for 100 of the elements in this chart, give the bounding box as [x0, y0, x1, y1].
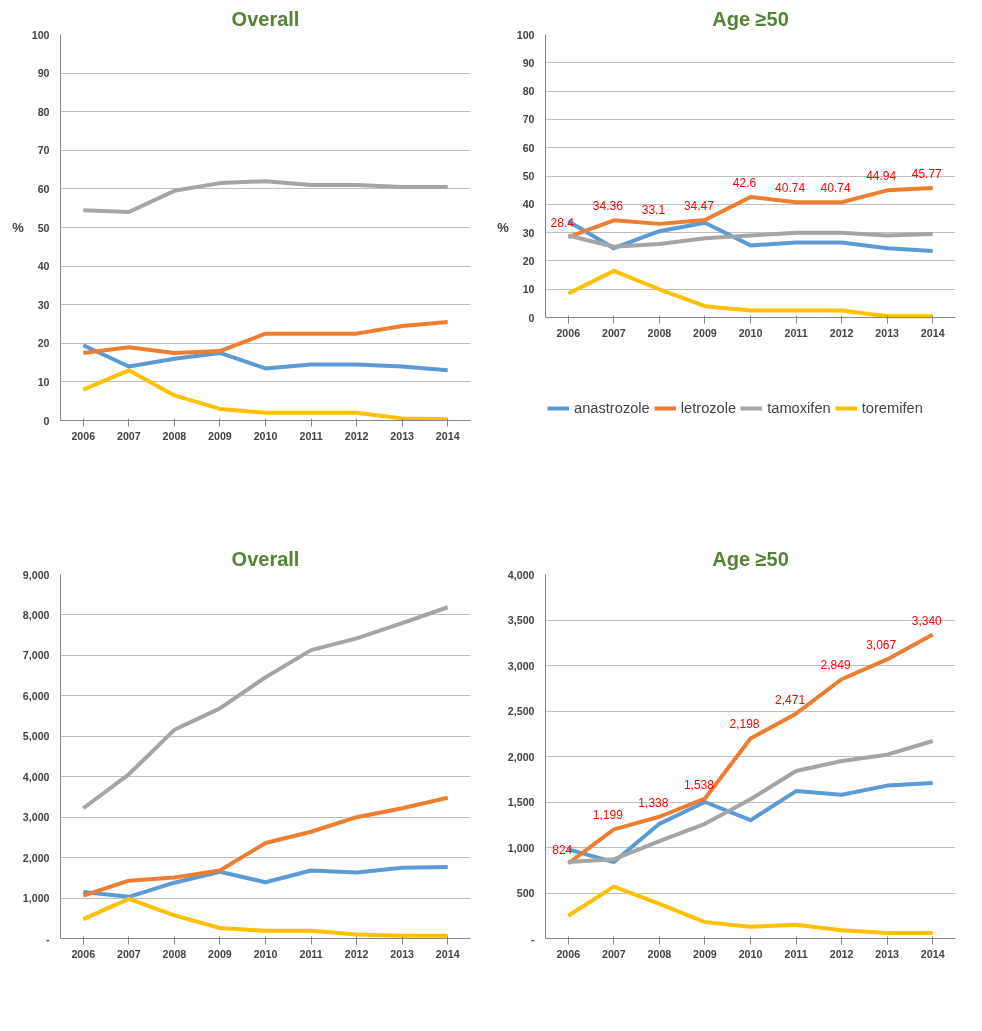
x-tick-label: 2008 — [647, 326, 672, 339]
y-tick-label: 100 — [516, 28, 535, 41]
x-tick-label: 2010 — [738, 947, 763, 960]
data-label: 2,849 — [820, 658, 851, 673]
legend-label: toremifen — [861, 400, 923, 416]
data-label: 1,199 — [592, 808, 624, 823]
y-tick-label: 20 — [37, 337, 50, 350]
data-label: 824 — [552, 842, 573, 857]
x-tick-label: 2013 — [875, 326, 900, 339]
x-tick-label: 2006 — [71, 947, 96, 960]
x-tick-label: 2008 — [162, 947, 187, 960]
x-tick-label: 2009 — [208, 429, 232, 442]
x-tick-label: 2007 — [601, 326, 626, 339]
x-tick-label: 2006 — [556, 947, 581, 960]
y-tick-label: 70 — [522, 113, 535, 126]
x-tick-label: 2013 — [875, 947, 900, 960]
data-label: 33.1 — [641, 202, 666, 217]
x-tick-label: 2014 — [920, 326, 945, 339]
data-label: 40.74 — [820, 181, 851, 196]
y-tick-label: 90 — [522, 56, 535, 69]
chart-title: Age ≥50 — [712, 547, 789, 570]
y-tick-label: 9,000 — [22, 568, 50, 581]
y-tick-label: 60 — [37, 182, 50, 195]
y-tick-label: 1,000 — [507, 841, 535, 854]
data-label: 34.36 — [592, 199, 624, 214]
y-tick-label: 4,000 — [22, 770, 50, 783]
data-label: 1,338 — [638, 795, 669, 810]
x-tick-label: 2007 — [116, 429, 141, 442]
y-tick-label: 5,000 — [22, 730, 50, 743]
legend-label: anastrozole — [574, 400, 650, 416]
y-tick-label: 80 — [522, 85, 535, 98]
y-tick-label: 30 — [37, 298, 50, 311]
data-label: 2,471 — [775, 692, 806, 707]
data-label: 3,340 — [911, 613, 943, 628]
y-tick-label: 1,000 — [22, 892, 50, 905]
y-tick-label: 7,000 — [22, 649, 50, 662]
y-tick-label: - — [530, 932, 535, 945]
x-tick-label: 2013 — [390, 947, 415, 960]
y-tick-label: 3,500 — [507, 614, 535, 626]
data-label: 44.94 — [866, 169, 897, 184]
x-tick-label: 2007 — [601, 947, 626, 960]
x-tick-label: 2010 — [253, 947, 278, 960]
data-label: 45.77 — [911, 167, 943, 182]
y-tick-label: 500 — [516, 887, 535, 899]
y-tick-label: 0 — [43, 414, 50, 427]
data-label: 40.74 — [775, 181, 806, 196]
x-tick-label: 2012 — [829, 326, 854, 339]
y-tick-label: 40 — [37, 260, 50, 273]
y-tick-label: 20 — [522, 254, 535, 267]
y-axis-title: % — [12, 220, 25, 235]
x-tick-label: 2014 — [920, 947, 945, 960]
y-tick-label: 50 — [37, 221, 50, 234]
chart-title: Age ≥50 — [712, 7, 789, 30]
x-tick-label: 2009 — [693, 947, 717, 960]
x-tick-label: 2014 — [435, 429, 460, 442]
x-tick-label: 2008 — [647, 947, 672, 960]
y-tick-label: 3,000 — [507, 659, 535, 672]
y-tick-label: 100 — [31, 28, 50, 41]
y-tick-label: 6,000 — [22, 689, 50, 702]
y-tick-label: - — [45, 932, 50, 945]
x-tick-label: 2011 — [784, 947, 808, 960]
y-tick-label: 2,500 — [507, 705, 535, 717]
y-tick-label: 8,000 — [22, 608, 50, 621]
x-tick-label: 2012 — [829, 947, 854, 960]
y-tick-label: 50 — [522, 170, 535, 183]
y-tick-label: 30 — [522, 226, 535, 239]
data-label: 28.4 — [550, 216, 575, 231]
y-tick-label: 90 — [37, 67, 50, 80]
data-label: 42.6 — [732, 175, 757, 190]
y-tick-label: 80 — [37, 105, 50, 118]
y-tick-label: 4,000 — [507, 568, 535, 581]
chart-title: Overall — [231, 7, 300, 30]
x-tick-label: 2011 — [299, 429, 323, 442]
x-tick-label: 2012 — [344, 429, 369, 442]
y-axis-title: % — [497, 220, 510, 235]
legend-label: letrozole — [680, 400, 737, 416]
y-tick-label: 40 — [522, 198, 535, 211]
x-tick-label: 2011 — [299, 947, 323, 960]
x-tick-label: 2009 — [693, 326, 717, 339]
y-tick-label: 1,500 — [507, 796, 535, 808]
data-label: 3,067 — [866, 638, 897, 653]
y-tick-label: 10 — [522, 283, 535, 296]
y-tick-label: 0 — [528, 311, 535, 324]
x-tick-label: 2009 — [208, 947, 232, 960]
data-label: 1,538 — [683, 777, 715, 792]
x-tick-label: 2010 — [738, 326, 763, 339]
x-tick-label: 2010 — [253, 429, 278, 442]
x-tick-label: 2008 — [162, 429, 187, 442]
chart-title: Overall — [231, 547, 300, 570]
x-tick-label: 2007 — [116, 947, 141, 960]
y-tick-label: 3,000 — [22, 811, 50, 824]
y-tick-label: 10 — [37, 375, 50, 388]
x-tick-label: 2012 — [344, 947, 369, 960]
y-tick-label: 2,000 — [507, 750, 535, 763]
data-label: 34.47 — [683, 198, 715, 213]
x-tick-label: 2006 — [71, 429, 96, 442]
x-tick-label: 2014 — [435, 947, 460, 960]
data-label: 2,198 — [729, 717, 760, 732]
x-tick-label: 2006 — [556, 326, 581, 339]
y-tick-label: 60 — [522, 141, 535, 154]
